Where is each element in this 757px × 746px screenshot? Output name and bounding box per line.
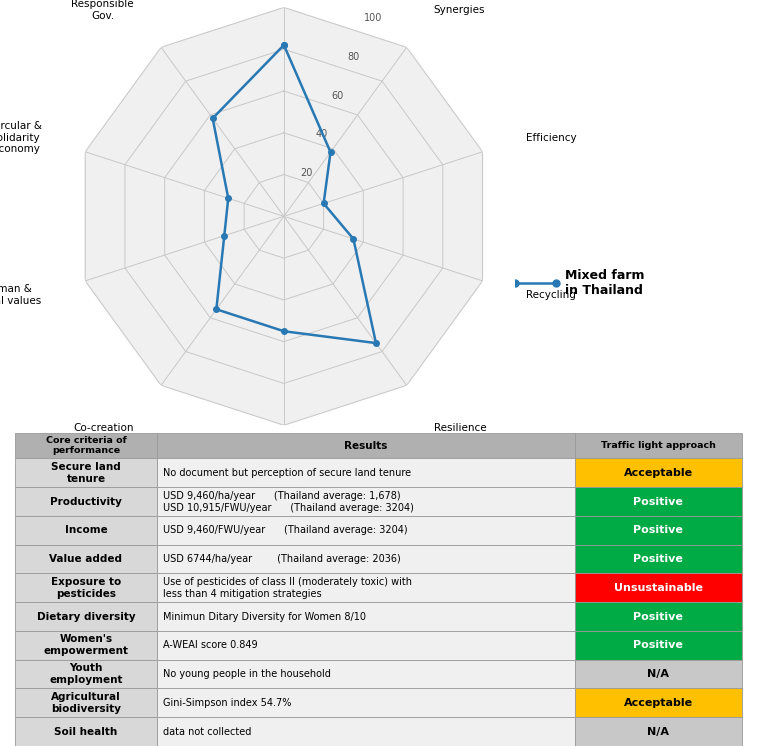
- Bar: [575, 487, 742, 516]
- Bar: [157, 602, 575, 631]
- Bar: [15, 717, 157, 746]
- Text: Dietary diversity: Dietary diversity: [36, 612, 136, 621]
- Bar: [15, 516, 157, 545]
- Polygon shape: [86, 7, 482, 425]
- Bar: [15, 659, 157, 689]
- Text: Soil health: Soil health: [55, 727, 117, 736]
- Text: N/A: N/A: [647, 669, 669, 679]
- Text: Synergies: Synergies: [434, 5, 485, 15]
- Text: Mixed farm
in Thailand: Mixed farm in Thailand: [565, 269, 644, 298]
- Text: Recycling: Recycling: [526, 290, 576, 300]
- Bar: [575, 574, 742, 602]
- Bar: [575, 717, 742, 746]
- Text: Women's
empowerment: Women's empowerment: [43, 634, 129, 656]
- Text: N/A: N/A: [647, 727, 669, 736]
- Text: Resilience: Resilience: [434, 422, 486, 433]
- Bar: [15, 631, 157, 659]
- Bar: [15, 487, 157, 516]
- Text: USD 6744/ha/year        (Thailand average: 2036): USD 6744/ha/year (Thailand average: 2036…: [163, 554, 400, 564]
- Text: A-WEAI score 0.849: A-WEAI score 0.849: [163, 640, 257, 651]
- Text: Efficiency: Efficiency: [526, 133, 577, 142]
- Text: Traffic light approach: Traffic light approach: [601, 441, 715, 450]
- Bar: [15, 458, 157, 487]
- Text: Acceptable: Acceptable: [624, 468, 693, 477]
- Text: Human &
social values: Human & social values: [0, 284, 42, 306]
- Polygon shape: [245, 175, 323, 258]
- Bar: [157, 458, 575, 487]
- Polygon shape: [204, 133, 363, 300]
- Text: Youth
employment: Youth employment: [49, 663, 123, 685]
- Bar: [575, 689, 742, 717]
- Text: Positive: Positive: [634, 612, 684, 621]
- Text: No document but perception of secure land tenure: No document but perception of secure lan…: [163, 468, 411, 477]
- Bar: [157, 631, 575, 659]
- Text: data not collected: data not collected: [163, 727, 251, 736]
- Bar: [157, 659, 575, 689]
- Bar: [575, 433, 742, 458]
- Text: Results: Results: [344, 441, 388, 451]
- Text: Positive: Positive: [634, 497, 684, 507]
- Text: Circular &
Solidarity
Economy: Circular & Solidarity Economy: [0, 121, 42, 154]
- Bar: [157, 574, 575, 602]
- Bar: [575, 545, 742, 574]
- Text: Value added: Value added: [49, 554, 123, 564]
- Text: Agricultural
biodiversity: Agricultural biodiversity: [51, 692, 121, 714]
- Polygon shape: [165, 91, 403, 342]
- Bar: [15, 602, 157, 631]
- Bar: [575, 458, 742, 487]
- Bar: [157, 516, 575, 545]
- Bar: [157, 717, 575, 746]
- Text: Culture &
food trad.: Culture & food trad.: [258, 471, 310, 493]
- Text: Use of pesticides of class II (moderately toxic) with
less than 4 mitigation str: Use of pesticides of class II (moderatel…: [163, 577, 412, 599]
- Text: Exposure to
pesticides: Exposure to pesticides: [51, 577, 121, 599]
- Bar: [15, 689, 157, 717]
- Text: Productivity: Productivity: [50, 497, 122, 507]
- Text: Minimun Ditary Diversity for Women 8/10: Minimun Ditary Diversity for Women 8/10: [163, 612, 366, 621]
- Bar: [575, 602, 742, 631]
- Bar: [575, 516, 742, 545]
- Text: Responsible
Gov.: Responsible Gov.: [71, 0, 134, 21]
- Bar: [157, 433, 575, 458]
- Text: Positive: Positive: [634, 640, 684, 651]
- Text: Unsustainable: Unsustainable: [614, 583, 702, 593]
- Text: Gini-Simpson index 54.7%: Gini-Simpson index 54.7%: [163, 698, 291, 708]
- Text: USD 9,460/ha/year      (Thailand average: 1,678)
USD 10,915/FWU/year      (Thail: USD 9,460/ha/year (Thailand average: 1,6…: [163, 491, 413, 513]
- Text: USD 9,460/FWU/year      (Thailand average: 3204): USD 9,460/FWU/year (Thailand average: 32…: [163, 525, 407, 536]
- Text: Secure land
tenure: Secure land tenure: [51, 462, 121, 483]
- Polygon shape: [125, 49, 443, 383]
- Text: Positive: Positive: [634, 525, 684, 536]
- Text: Positive: Positive: [634, 554, 684, 564]
- Bar: [15, 433, 157, 458]
- Text: Income: Income: [64, 525, 107, 536]
- Bar: [575, 659, 742, 689]
- Bar: [157, 689, 575, 717]
- Text: Acceptable: Acceptable: [624, 698, 693, 708]
- Text: Co-creation
& sh. of
knowledge: Co-creation & sh. of knowledge: [73, 422, 134, 456]
- Text: Core criteria of
performance: Core criteria of performance: [45, 436, 126, 455]
- Text: No young people in the household: No young people in the household: [163, 669, 331, 679]
- Bar: [157, 487, 575, 516]
- Bar: [157, 545, 575, 574]
- Bar: [575, 631, 742, 659]
- Bar: [15, 574, 157, 602]
- Bar: [15, 545, 157, 574]
